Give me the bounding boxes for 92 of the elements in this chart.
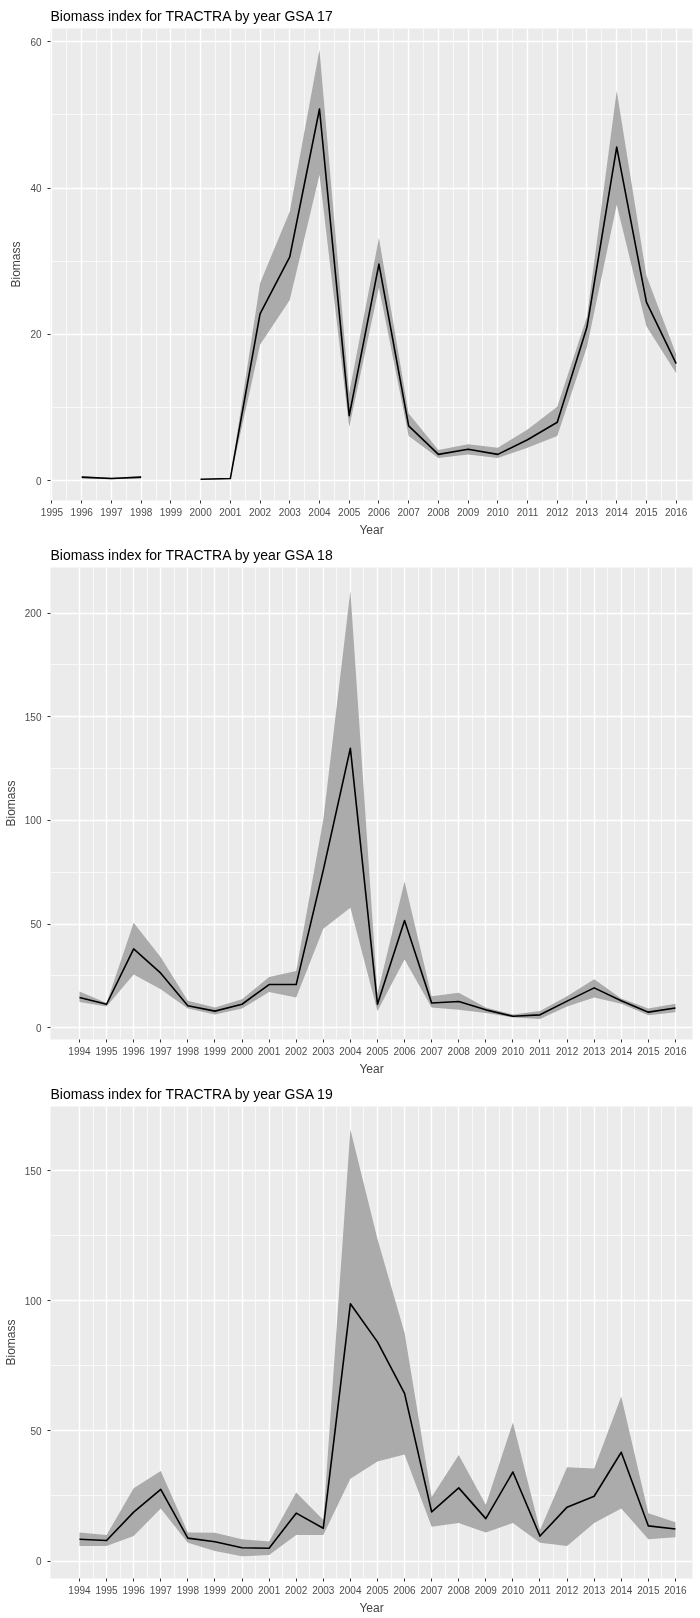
x-tick-label: 2013 (583, 1045, 606, 1057)
chart-title: Biomass index for TRACTRA by year GSA 19 (50, 1085, 333, 1102)
x-tick-label: 2000 (230, 1045, 254, 1057)
x-tick-label: 2013 (583, 1584, 606, 1596)
x-tick-label: 1998 (130, 506, 153, 518)
x-tick-label: 1994 (68, 1584, 92, 1596)
y-tick-label: 40 (30, 183, 42, 195)
x-tick-label: 2015 (635, 506, 658, 518)
x-tick-label: 2009 (474, 1584, 498, 1596)
x-tick-label: 2006 (393, 1584, 417, 1596)
x-tick-label: 2012 (555, 1584, 579, 1596)
x-tick-label: 1999 (203, 1045, 227, 1057)
x-tick-label: 2010 (486, 506, 510, 518)
y-tick-label: 60 (30, 36, 42, 48)
x-tick-label: 2000 (230, 1584, 254, 1596)
x-tick-label: 1997 (149, 1584, 173, 1596)
x-tick-label: 2001 (257, 1584, 281, 1596)
y-tick-label: 200 (24, 608, 42, 620)
x-tick-label: 2005 (366, 1045, 390, 1057)
x-tick-label: 2009 (456, 506, 480, 518)
x-tick-label: 2016 (664, 1584, 687, 1596)
x-tick-label: 2010 (501, 1045, 525, 1057)
x-tick-label: 1999 (203, 1584, 227, 1596)
x-tick-label: 1996 (122, 1584, 146, 1596)
y-tick-label: 150 (24, 711, 42, 723)
x-tick-label: 2011 (529, 1584, 552, 1596)
x-tick-label: 2016 (664, 1045, 687, 1057)
x-tick-label: 2004 (339, 1045, 362, 1057)
y-tick-label: 100 (24, 1295, 42, 1307)
x-axis-title: Year (359, 1600, 384, 1615)
y-axis-title: Biomass (3, 1319, 18, 1366)
y-tick-label: 150 (24, 1165, 42, 1177)
x-tick-label: 1995 (95, 1584, 119, 1596)
y-axis-title: Biomass (3, 780, 18, 827)
x-tick-label: 1994 (68, 1045, 92, 1057)
x-tick-label: 1998 (176, 1045, 200, 1057)
y-tick-label: 50 (30, 919, 42, 931)
line-series (78, 747, 677, 1018)
x-tick-label: 2002 (248, 506, 272, 518)
x-tick-label: 2016 (665, 506, 688, 518)
y-tick-label: 20 (30, 329, 42, 341)
x-tick-label: 2000 (189, 506, 213, 518)
x-tick-label: 2006 (367, 506, 391, 518)
y-axis-title: Biomass (9, 241, 24, 288)
x-axis-title: Year (359, 522, 384, 537)
x-tick-label: 2003 (312, 1584, 335, 1596)
x-tick-label: 2008 (447, 1584, 471, 1596)
x-tick-label: 2005 (338, 506, 361, 518)
x-tick-label: 1998 (176, 1584, 200, 1596)
x-tick-label: 2014 (610, 1045, 633, 1057)
y-tick-label: 0 (35, 1556, 42, 1568)
x-tick-label: 1996 (70, 506, 94, 518)
x-tick-label: 2006 (393, 1045, 417, 1057)
x-tick-label: 2012 (546, 506, 569, 518)
x-tick-label: 2008 (427, 506, 450, 518)
x-tick-label: 2001 (257, 1045, 281, 1057)
x-tick-label: 1995 (40, 506, 64, 518)
x-tick-label: 2002 (285, 1584, 308, 1596)
chart-title: Biomass index for TRACTRA by year GSA 17 (50, 7, 333, 24)
x-tick-label: 1999 (159, 506, 183, 518)
x-tick-label: 2001 (219, 506, 242, 518)
x-tick-label: 1995 (95, 1045, 119, 1057)
x-tick-label: 2004 (339, 1584, 362, 1596)
x-tick-label: 2008 (447, 1045, 471, 1057)
x-tick-label: 2003 (312, 1045, 335, 1057)
x-tick-label: 2007 (397, 506, 421, 518)
x-tick-label: 2012 (555, 1045, 579, 1057)
x-axis-title: Year (359, 1061, 384, 1076)
x-tick-label: 2010 (501, 1584, 525, 1596)
x-tick-label: 2013 (575, 506, 599, 518)
x-tick-label: 1997 (100, 506, 123, 518)
y-tick-label: 100 (24, 815, 42, 827)
x-tick-label: 2015 (637, 1584, 660, 1596)
line-series (78, 1303, 677, 1550)
x-tick-label: 1996 (122, 1045, 146, 1057)
x-tick-label: 1997 (149, 1045, 173, 1057)
x-tick-label: 2014 (605, 506, 629, 518)
x-tick-label: 2009 (474, 1045, 498, 1057)
x-tick-label: 2007 (420, 1584, 444, 1596)
x-tick-label: 2002 (285, 1045, 308, 1057)
x-tick-label: 2011 (516, 506, 539, 518)
y-tick-label: 50 (30, 1425, 42, 1437)
x-tick-label: 2011 (529, 1045, 552, 1057)
chart-title: Biomass index for TRACTRA by year GSA 18 (50, 546, 333, 563)
x-tick-label: 2004 (308, 506, 332, 518)
x-tick-label: 2014 (610, 1584, 633, 1596)
x-tick-label: 2015 (637, 1045, 660, 1057)
x-tick-label: 2003 (278, 506, 302, 518)
x-tick-label: 2005 (366, 1584, 390, 1596)
x-tick-label: 2007 (420, 1045, 444, 1057)
y-tick-label: 0 (35, 1022, 42, 1034)
y-tick-label: 0 (35, 475, 42, 487)
